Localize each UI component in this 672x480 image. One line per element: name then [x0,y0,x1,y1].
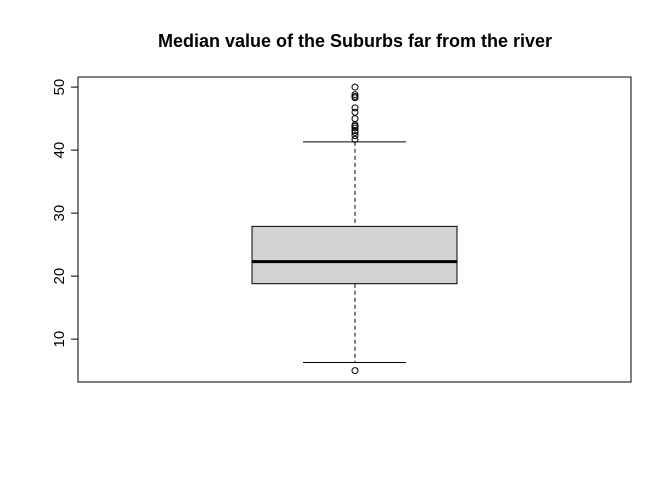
y-tick-label: 40 [51,142,68,159]
y-tick-label: 20 [51,268,68,285]
box-plot [251,141,458,363]
outlier-point [351,124,359,132]
outliers [351,83,359,375]
outlier-point [351,91,359,99]
outlier-point [351,115,359,123]
y-tick-label: 30 [51,205,68,222]
y-tick-label: 50 [51,79,68,96]
outlier-point [351,135,359,143]
outlier-point [351,104,359,112]
outlier-point [351,83,359,91]
outlier-point [351,367,359,375]
y-tick-label: 10 [51,331,68,348]
outlier-point [351,132,359,140]
y-axis: 10 20 30 40 50 [51,79,79,348]
outlier-point [351,108,359,116]
iqr-box [251,225,458,285]
chart-title: Median value of the Suburbs far from the… [158,31,552,51]
outlier-point [351,93,359,101]
